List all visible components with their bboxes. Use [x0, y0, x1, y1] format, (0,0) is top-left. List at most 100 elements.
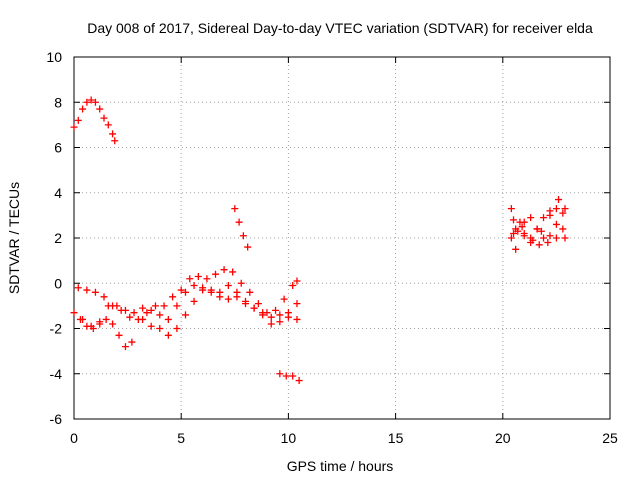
y-tick-label: 4 — [54, 185, 62, 201]
data-point — [104, 302, 112, 310]
y-tick-label: 2 — [54, 230, 62, 246]
data-point — [126, 313, 134, 321]
data-point — [520, 218, 528, 226]
series-track-f — [139, 286, 301, 339]
data-point — [115, 331, 123, 339]
data-point — [173, 302, 181, 310]
data-point — [190, 282, 198, 290]
data-point — [139, 315, 147, 323]
data-point — [284, 313, 292, 321]
data-point — [552, 234, 560, 242]
x-tick-label: 25 — [602, 430, 618, 446]
data-point — [190, 297, 198, 305]
y-tick-label: 6 — [54, 140, 62, 156]
y-tick-label: -6 — [50, 411, 63, 427]
data-point — [518, 223, 526, 231]
data-point — [177, 286, 185, 294]
data-point — [537, 227, 545, 235]
data-points — [70, 96, 569, 385]
y-tick-label: -4 — [50, 366, 63, 382]
data-point — [289, 372, 297, 380]
x-axis-label: GPS time / hours — [287, 458, 394, 474]
data-point — [276, 311, 284, 319]
data-point — [220, 266, 228, 274]
data-point — [246, 288, 254, 296]
x-tick-label: 15 — [388, 430, 404, 446]
data-point — [96, 105, 104, 113]
data-point — [70, 309, 78, 317]
y-tick-label: 8 — [54, 94, 62, 110]
series-track-k — [510, 216, 569, 249]
data-point — [267, 313, 275, 321]
data-point — [212, 270, 220, 278]
data-point — [546, 232, 554, 240]
data-point — [156, 325, 164, 332]
data-point — [203, 275, 211, 283]
data-point — [535, 241, 543, 249]
data-point — [259, 311, 267, 319]
series-track-b — [231, 205, 252, 251]
data-point — [293, 315, 301, 323]
data-point — [121, 306, 129, 314]
data-point — [272, 306, 280, 314]
y-tick-label: -2 — [50, 321, 63, 337]
data-point — [109, 320, 117, 328]
data-point — [79, 315, 87, 323]
data-point — [151, 302, 159, 310]
data-point — [128, 338, 136, 346]
data-point — [147, 306, 155, 314]
data-point — [544, 239, 552, 247]
data-point — [109, 130, 117, 138]
x-tick-label: 5 — [177, 430, 185, 446]
data-point — [186, 275, 194, 283]
data-point — [276, 370, 284, 378]
data-point — [121, 343, 129, 351]
data-point — [173, 325, 181, 332]
data-point — [199, 286, 207, 294]
data-point — [164, 331, 172, 339]
data-point — [293, 277, 301, 285]
data-point — [231, 205, 239, 213]
data-point — [512, 245, 520, 253]
x-tick-label: 10 — [281, 430, 297, 446]
data-point — [233, 293, 241, 301]
data-point — [160, 302, 168, 310]
data-point — [207, 286, 215, 294]
data-point — [147, 322, 155, 330]
data-point — [100, 114, 108, 122]
series-track-i — [507, 209, 567, 242]
series-track-d — [74, 266, 301, 323]
x-tick-label: 0 — [70, 430, 78, 446]
data-point — [194, 272, 202, 280]
data-point — [276, 318, 284, 326]
data-point — [156, 311, 164, 319]
data-point — [282, 372, 290, 380]
chart-title: Day 008 of 2017, Sidereal Day-to-day VTE… — [87, 20, 593, 36]
data-point — [237, 279, 245, 287]
data-point — [510, 229, 518, 237]
data-point — [533, 225, 541, 233]
data-point — [74, 116, 82, 124]
data-point — [87, 96, 95, 104]
data-point — [113, 302, 121, 310]
series-track-g — [276, 370, 303, 385]
data-point — [559, 209, 567, 217]
data-point — [87, 322, 95, 330]
data-point — [552, 205, 560, 213]
data-point — [561, 234, 569, 242]
data-point — [267, 320, 275, 328]
data-point — [96, 318, 104, 326]
data-point — [561, 205, 569, 213]
data-point — [559, 225, 567, 233]
data-point — [83, 286, 91, 294]
data-point — [83, 98, 91, 106]
data-point — [229, 268, 237, 276]
data-point — [169, 293, 177, 301]
grid — [74, 57, 610, 419]
data-point — [70, 123, 78, 131]
data-point — [527, 214, 535, 222]
data-point — [540, 214, 548, 222]
data-point — [239, 232, 247, 240]
data-point — [111, 137, 119, 145]
